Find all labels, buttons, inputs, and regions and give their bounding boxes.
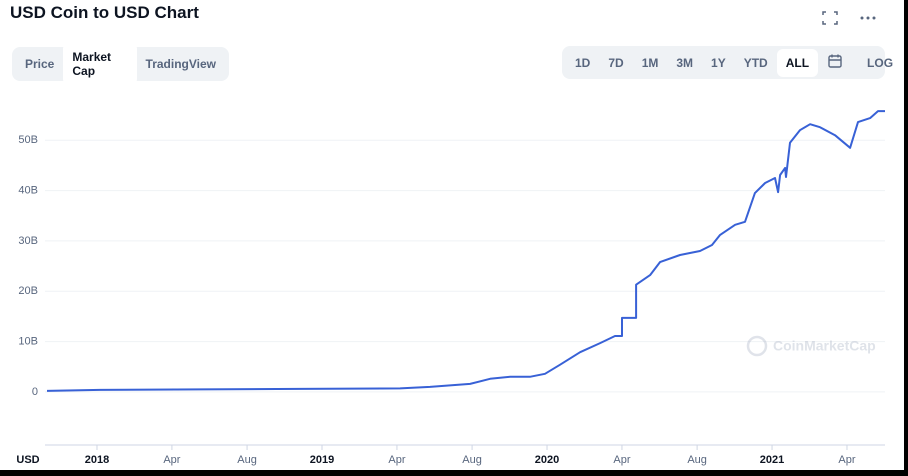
range-button[interactable]: 1Y [711, 55, 726, 70]
y-tick-label: 50B [18, 134, 38, 146]
y-tick-label: 0 [32, 386, 38, 398]
watermark-logo [746, 335, 768, 357]
x-tick-label: 2021 [760, 454, 784, 466]
chart-title: USD Coin to USD Chart [10, 3, 199, 22]
price-line [46, 110, 885, 392]
range-button[interactable]: 7D [608, 55, 624, 70]
x-tick-label: Aug [687, 454, 707, 466]
y-tick-label: 10B [18, 335, 38, 347]
x-tick-label: 2018 [85, 454, 109, 466]
tab-button[interactable]: Price [25, 57, 55, 71]
x-tick-label: Apr [613, 454, 630, 466]
x-tick-label: Apr [163, 454, 180, 466]
unit-label: USD [16, 454, 39, 466]
calendar-button[interactable] [818, 47, 852, 78]
x-tick-label: Aug [462, 454, 482, 466]
range-button[interactable]: 1D [575, 55, 591, 70]
range-button[interactable]: 1M [641, 55, 659, 70]
x-tick-label: Apr [838, 454, 855, 466]
log-button[interactable]: LOG [867, 55, 894, 70]
tab-button[interactable]: TradingView [145, 57, 216, 71]
more-icon[interactable] [858, 10, 878, 26]
x-tick-label: 2020 [535, 454, 559, 466]
range-button[interactable]: YTD [743, 55, 768, 70]
watermark: CoinMarketCap [746, 335, 876, 357]
y-tick-label: 40B [18, 185, 38, 197]
range-button[interactable]: ALL [776, 48, 819, 77]
fullscreen-icon[interactable] [820, 10, 840, 26]
range-button[interactable]: 3M [676, 55, 694, 70]
x-tick-label: Aug [237, 454, 257, 466]
y-tick-label: 30B [18, 235, 38, 247]
x-tick-label: 2019 [310, 454, 334, 466]
watermark-text: CoinMarketCap [773, 338, 876, 354]
calendar-icon [828, 54, 842, 68]
y-tick-label: 20B [18, 285, 38, 297]
range-group: 1D 7D 1M 3M 1Y YTD ALL LOG [562, 46, 893, 79]
tab-button[interactable]: Market Cap [63, 43, 137, 85]
tab-group: Price Market Cap TradingView [12, 43, 229, 85]
x-tick-label: Apr [388, 454, 405, 466]
